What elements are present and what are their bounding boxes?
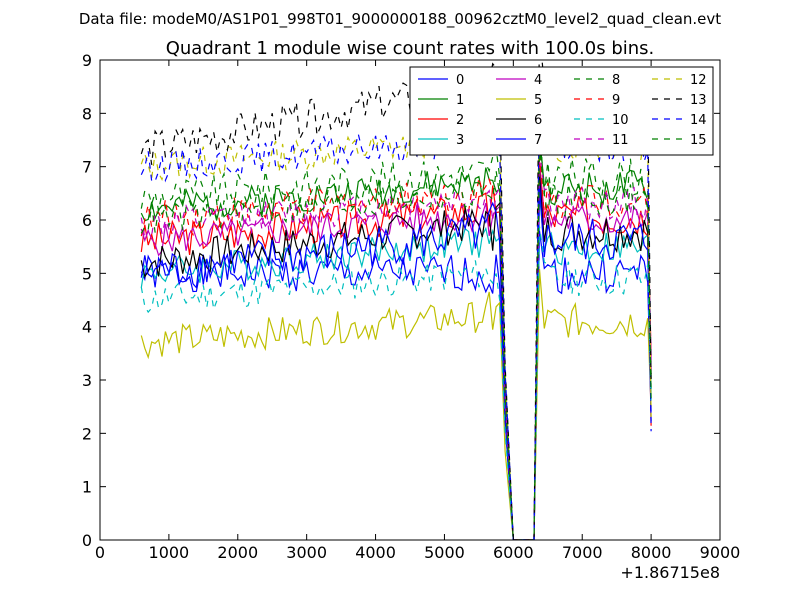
series-line-2: [140, 161, 652, 540]
legend-label-4: 4: [534, 73, 542, 88]
x-tick-label: 5000: [424, 543, 465, 562]
series-line-3: [140, 193, 652, 540]
series-line-14: [140, 93, 652, 540]
y-tick-label: 5: [82, 264, 92, 283]
axis-ticks: 0 1000 2000 3000 4000 5000 6000 7000 8000 9000012…: [82, 51, 741, 562]
legend-label-2: 2: [456, 113, 464, 128]
series-line-8: [140, 125, 652, 540]
legend-label-14: 14: [690, 113, 707, 128]
y-tick-label: 0: [82, 531, 92, 550]
series-line-5: [140, 269, 652, 540]
chart-title: Quadrant 1 module wise count rates with …: [166, 38, 655, 59]
y-tick-label: 6: [82, 211, 92, 230]
legend-label-7: 7: [534, 133, 542, 148]
legend-label-13: 13: [690, 93, 707, 108]
legend-label-12: 12: [690, 73, 707, 88]
x-tick-label: 7000: [562, 543, 603, 562]
series-line-15: [140, 146, 652, 540]
legend-label-11: 11: [612, 133, 629, 148]
plot-frame: [99, 59, 721, 541]
series-line-4: [140, 167, 652, 540]
series-line-1: [140, 135, 652, 540]
legend-label-1: 1: [456, 93, 464, 108]
legend-label-9: 9: [612, 93, 620, 108]
legend-label-3: 3: [456, 133, 464, 148]
y-tick-label: 4: [82, 318, 92, 337]
x-tick-label: 2000: [217, 543, 258, 562]
series-line-9: [140, 146, 652, 540]
series-layer: [140, 60, 652, 540]
legend-label-8: 8: [612, 73, 620, 88]
y-tick-label: 3: [82, 371, 92, 390]
x-tick-label: 4000: [355, 543, 396, 562]
y-tick-label: 8: [82, 104, 92, 123]
legend-box: [409, 66, 714, 156]
series-line-10: [140, 226, 652, 540]
y-tick-label: 9: [82, 51, 92, 70]
legend-label-6: 6: [534, 113, 542, 128]
x-tick-label: 8000: [631, 543, 672, 562]
x-tick-label: 0: [95, 543, 105, 562]
series-line-11: [140, 151, 652, 540]
chart-suptitle: Data file: modeM0/AS1P01_998T01_90000001…: [79, 10, 721, 29]
legend-label-0: 0: [456, 73, 464, 88]
legend-label-5: 5: [534, 93, 542, 108]
series-line-0: [140, 230, 652, 540]
x-tick-label: 3000: [286, 543, 327, 562]
y-tick-label: 1: [82, 478, 92, 497]
x-offset-label: +1.86715e8: [620, 563, 720, 582]
series-line-12: [140, 93, 652, 540]
y-tick-label: 2: [82, 424, 92, 443]
series-line-7: [140, 184, 652, 540]
legend-label-10: 10: [612, 113, 629, 128]
x-tick-label: 9000: [700, 543, 741, 562]
legend-label-15: 15: [690, 133, 707, 148]
x-tick-label: 1000: [149, 543, 190, 562]
x-tick-label: 6000: [493, 543, 534, 562]
y-tick-label: 7: [82, 158, 92, 177]
